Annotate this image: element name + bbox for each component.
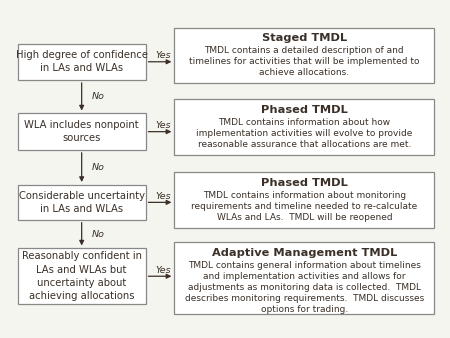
Text: No: No (91, 230, 104, 239)
Text: Yes: Yes (155, 121, 171, 130)
Text: TMDL contains general information about timelines
and implementation activities : TMDL contains general information about … (185, 261, 424, 314)
Text: TMDL contains information about monitoring
requirements and timeline needed to r: TMDL contains information about monitori… (191, 191, 418, 222)
Text: Yes: Yes (155, 192, 171, 201)
Text: Phased TMDL: Phased TMDL (261, 178, 348, 188)
Text: No: No (91, 163, 104, 172)
Text: Yes: Yes (155, 51, 171, 60)
FancyBboxPatch shape (174, 172, 434, 228)
Text: No: No (91, 92, 104, 101)
Text: Considerable uncertainty
in LAs and WLAs: Considerable uncertainty in LAs and WLAs (18, 191, 145, 214)
FancyBboxPatch shape (18, 113, 146, 150)
Text: Adaptive Management TMDL: Adaptive Management TMDL (212, 248, 397, 258)
Text: Yes: Yes (155, 266, 171, 275)
Text: Reasonably confident in
LAs and WLAs but
uncertainty about
achieving allocations: Reasonably confident in LAs and WLAs but… (22, 251, 142, 301)
FancyBboxPatch shape (174, 99, 434, 155)
Text: High degree of confidence
in LAs and WLAs: High degree of confidence in LAs and WLA… (16, 50, 148, 73)
FancyBboxPatch shape (174, 28, 434, 83)
FancyBboxPatch shape (18, 248, 146, 304)
Text: Phased TMDL: Phased TMDL (261, 105, 348, 115)
FancyBboxPatch shape (18, 44, 146, 80)
Text: TMDL contains a detailed description of and
timelines for activities that will b: TMDL contains a detailed description of … (189, 46, 420, 77)
FancyBboxPatch shape (174, 242, 434, 314)
Text: Staged TMDL: Staged TMDL (262, 33, 347, 43)
Text: WLA includes nonpoint
sources: WLA includes nonpoint sources (24, 120, 139, 143)
Text: TMDL contains information about how
implementation activities will evolve to pro: TMDL contains information about how impl… (196, 118, 413, 149)
FancyBboxPatch shape (18, 185, 146, 220)
